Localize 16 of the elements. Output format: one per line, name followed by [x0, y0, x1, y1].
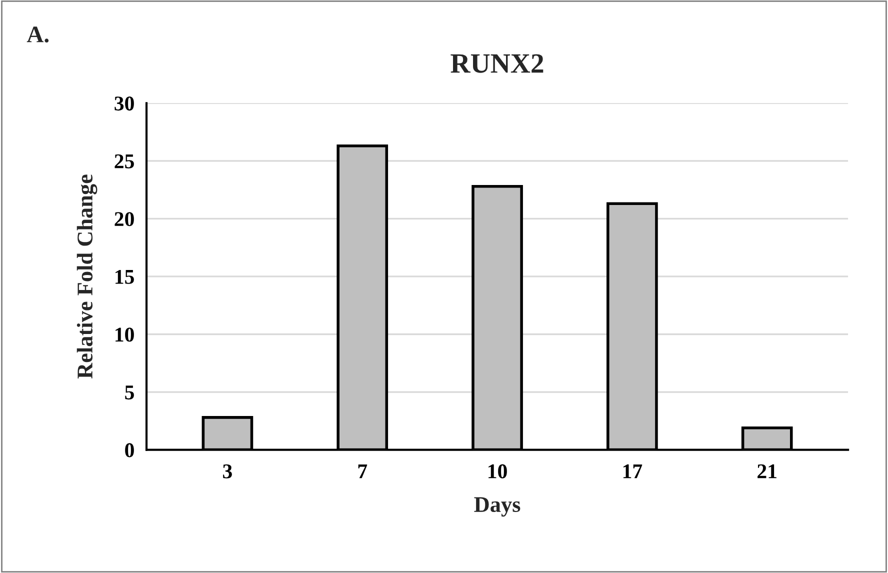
y-tick-label: 25	[114, 154, 134, 168]
x-tick-label: 21	[758, 464, 776, 478]
y-tick-label: 5	[125, 386, 134, 400]
x-tick-label: 3	[223, 464, 232, 478]
x-tick-label: 7	[358, 464, 368, 478]
x-tick-label: 17	[623, 464, 642, 478]
y-tick-label: 0	[125, 443, 134, 458]
y-tick-label: 10	[116, 328, 134, 342]
x-axis-title: Days	[474, 497, 520, 517]
y-tick-label: 30	[114, 96, 134, 111]
y-tick-label: 20	[114, 212, 134, 226]
y-tick-label: 15	[116, 270, 134, 284]
y-axis-title: Relative Fold Change	[76, 174, 98, 379]
text: A.	[26, 26, 49, 43]
chart-title: RUNX2	[450, 54, 544, 73]
x-tick-label: 10	[488, 464, 507, 478]
